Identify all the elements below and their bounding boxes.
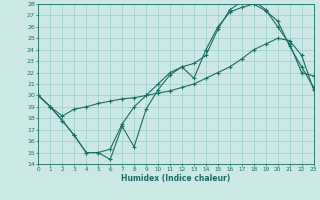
X-axis label: Humidex (Indice chaleur): Humidex (Indice chaleur) — [121, 174, 231, 183]
